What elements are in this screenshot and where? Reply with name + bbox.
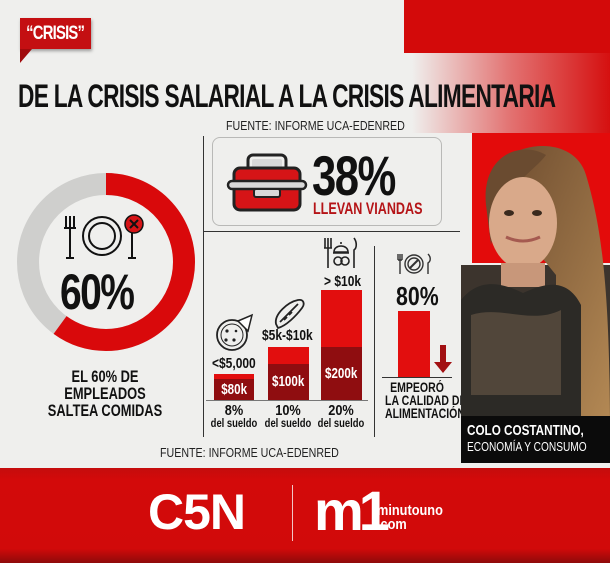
caption-line: SALTEA COMIDAS [47,402,163,420]
caption-line: EMPEORÓ [390,380,444,395]
pct-value: 8% [224,402,244,419]
dotcom-text: .com [377,516,407,533]
minutouno-text: minutouno [377,502,443,519]
footer-divider [292,485,293,541]
pct-value: 20% [328,402,354,419]
red-fade-accent [412,53,610,133]
quality-caption: EMPEORÓ LA CALIDAD DE ALIMENTACIÓN [376,380,467,421]
divider-vertical-left [203,136,204,437]
bar-mid: $100k [268,347,309,400]
viandas-label: LLEVAN VIANDAS [313,199,423,218]
presenter-photo [461,135,610,435]
quality-baseline [382,377,452,378]
donut-chart [16,172,196,352]
viandas-value: 38% [312,144,396,207]
bar-amount: $100k [272,374,305,390]
down-arrow-head [434,362,452,373]
dinner-cloche-icon [322,236,358,270]
bar-range-high: > $10k [324,273,362,290]
bar-baseline [206,400,368,401]
speech-bubble-tail [20,49,32,63]
quality-value: 80% [396,281,439,311]
caption-line: EMPLEADOS [64,385,146,403]
footer-bar [0,468,610,563]
minutouno-wordmark: minutouno .com [377,502,443,533]
down-arrow-icon [440,345,446,363]
bar-pct-high: 20% del sueldo [311,402,371,430]
pct-sub: del sueldo [264,418,312,430]
crisis-tag-label: “CRISIS” [26,22,86,44]
headline: DE LA CRISIS SALARIAL A LA CRISIS ALIMEN… [18,78,556,114]
c5n-logo: C5N [148,484,246,540]
bar-amount: $200k [325,365,358,382]
crisis-tag: “CRISIS” [20,18,91,49]
pct-value: 10% [275,402,301,419]
presenter-name: COLO COSTANTINO, [467,422,584,439]
bar-pct-low: 8% del sueldo [204,402,264,430]
bar-pct-mid: 10% del sueldo [258,402,318,430]
hotdog-icon [272,296,306,332]
divider-horizontal [204,231,460,232]
pizza-icon [214,313,254,353]
bar-low: $80k [214,374,254,400]
presenter-role: ECONOMÍA Y CONSUMO [467,439,587,454]
bar-range-mid: $5k-$10k [262,327,313,344]
plate-cutlery-cancel-icon [60,212,146,260]
caption-line: LA CALIDAD DE [385,393,467,408]
caption-line: ALIMENTACIÓN [385,406,465,421]
pct-sub: del sueldo [317,418,365,430]
source-bottom: FUENTE: INFORME UCA-EDENRED [160,445,339,460]
bar-range-low: <$5,000 [212,355,256,372]
caption-line: EL 60% DE [71,368,139,386]
source-top: FUENTE: INFORME UCA-EDENRED [226,118,405,133]
lunchbox-icon [226,152,308,214]
bar-amount: $80k [221,381,247,398]
presenter-name-box: COLO COSTANTINO, ECONOMÍA Y CONSUMO [461,416,610,463]
pct-sub: del sueldo [210,418,258,430]
plate-cutlery-icon [396,252,432,276]
skip-meals-value: 60% [60,264,135,320]
bar-high: $200k [321,290,362,400]
divider-vertical-right [374,246,375,437]
m1-logo: m1 [314,479,390,542]
top-right-red-block [404,0,610,53]
skip-meals-caption: EL 60% DE EMPLEADOS SALTEA COMIDAS [20,369,190,420]
quality-bar [398,311,430,377]
